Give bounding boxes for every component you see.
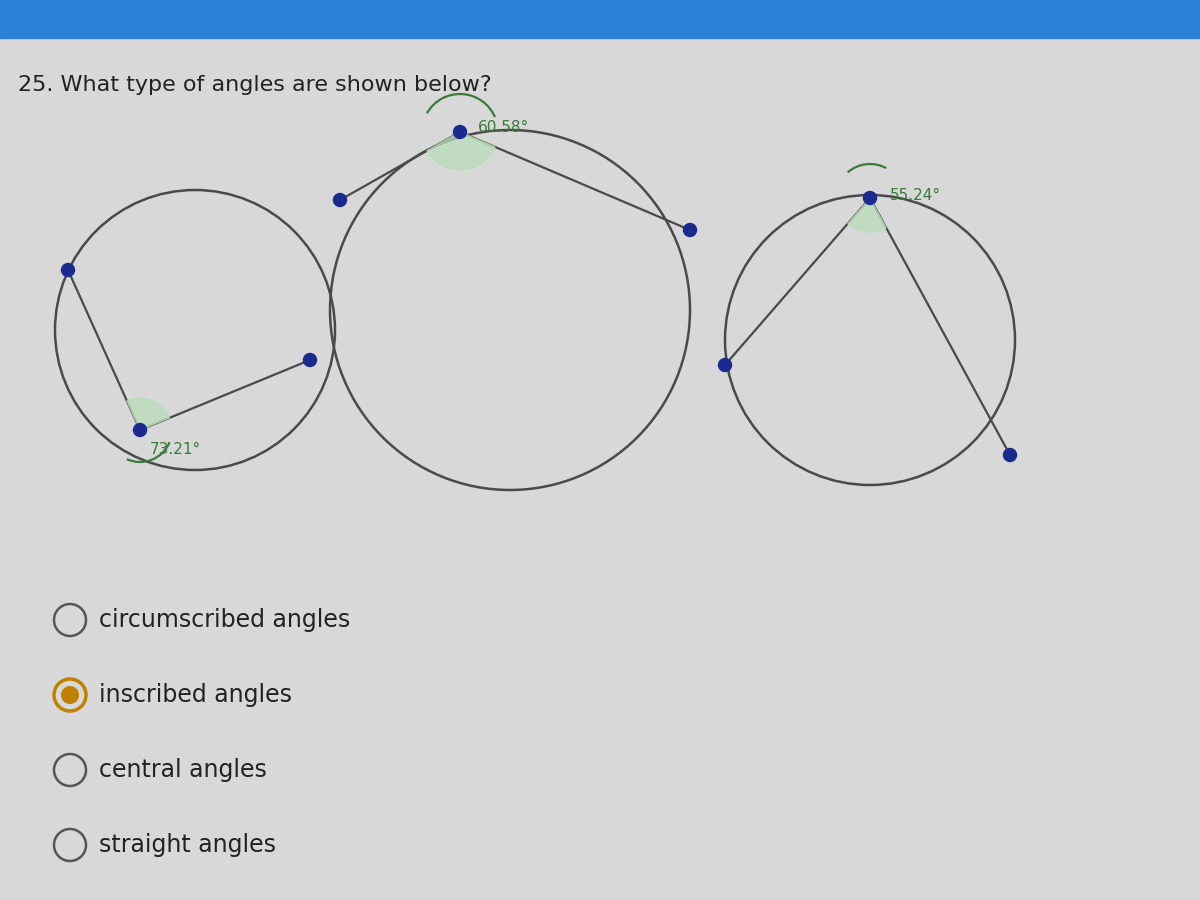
Text: inscribed angles: inscribed angles — [98, 683, 292, 707]
Circle shape — [454, 125, 467, 139]
Circle shape — [1003, 448, 1016, 462]
Text: central angles: central angles — [98, 758, 266, 782]
Text: 55.24°: 55.24° — [890, 188, 941, 203]
Circle shape — [334, 194, 347, 206]
Circle shape — [304, 354, 317, 366]
Circle shape — [133, 424, 146, 436]
Circle shape — [684, 223, 696, 237]
Polygon shape — [427, 132, 494, 170]
Circle shape — [719, 358, 732, 372]
Polygon shape — [847, 198, 887, 232]
Bar — [0, 0, 1200, 38]
Text: 25. What type of angles are shown below?: 25. What type of angles are shown below? — [18, 75, 492, 95]
Circle shape — [61, 687, 78, 703]
Text: 73.21°: 73.21° — [150, 442, 202, 457]
Circle shape — [864, 192, 876, 204]
Text: circumscribed angles: circumscribed angles — [98, 608, 350, 632]
Polygon shape — [127, 398, 169, 430]
Circle shape — [61, 264, 74, 276]
Text: 60.58°: 60.58° — [478, 120, 529, 135]
Text: straight angles: straight angles — [98, 833, 276, 857]
